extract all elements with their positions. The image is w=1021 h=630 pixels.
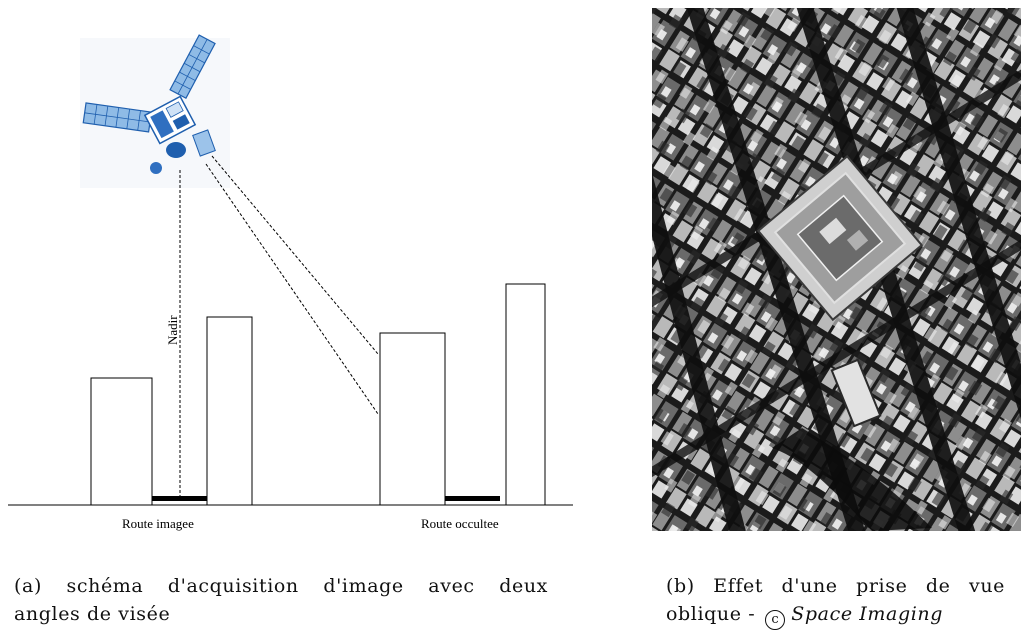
building-right-1 <box>379 332 446 506</box>
caption-b-credit: Space Imaging <box>791 603 943 625</box>
aerial-city-photo <box>652 8 1021 531</box>
road-occulted-label: Route occultee <box>421 516 499 531</box>
caption-b-prefix: oblique - <box>666 603 756 625</box>
caption-b-line2: oblique - c Space Imaging <box>666 600 1016 630</box>
caption-a: (a) schéma d'acquisition d'image avec de… <box>14 572 574 628</box>
caption-a-line2: angles de visée <box>14 603 171 625</box>
oblique-line-upper <box>211 155 379 355</box>
nadir-label: Nadir <box>165 315 180 345</box>
road-occulted <box>445 496 500 501</box>
building-right-2 <box>505 283 546 506</box>
road-imaged-label: Route imagee <box>122 516 194 531</box>
caption-b-line1: (b) Effet d'une prise de vue <box>666 575 1005 597</box>
oblique-line-lower <box>205 163 379 415</box>
building-left-2 <box>206 316 253 506</box>
satellite-icon <box>82 34 216 174</box>
acquisition-diagram: Nadir Route imagee Route occultee <box>8 34 573 531</box>
road-imaged <box>152 496 207 501</box>
building-left-1 <box>90 377 153 506</box>
copyright-icon: c <box>765 610 786 630</box>
caption-a-line1: (a) schéma d'acquisition d'image avec de… <box>14 575 548 597</box>
